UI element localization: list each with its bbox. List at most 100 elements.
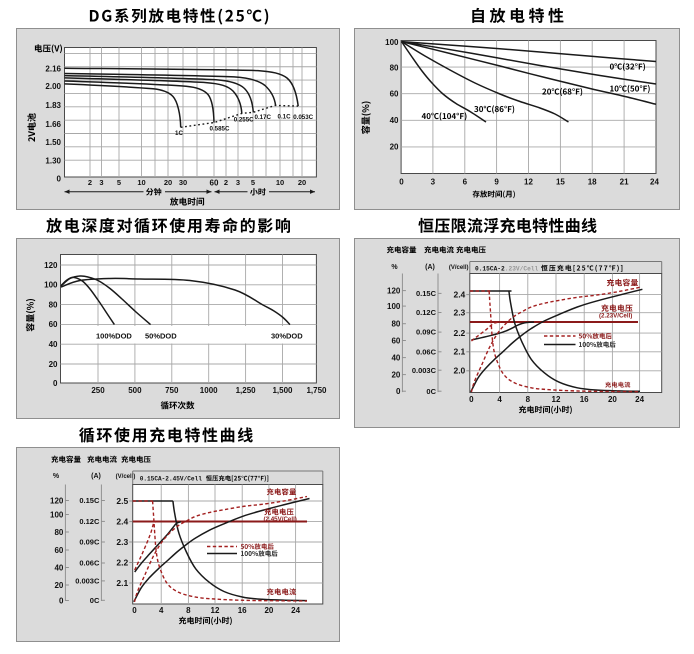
svg-text:0.17C: 0.17C	[255, 114, 272, 121]
svg-text:0.15C: 0.15C	[79, 496, 100, 505]
svg-text:9: 9	[494, 178, 499, 187]
svg-text:10: 10	[276, 178, 284, 187]
svg-text:20: 20	[49, 360, 58, 369]
svg-text:0.1C: 0.1C	[278, 114, 292, 121]
svg-text:0: 0	[57, 174, 62, 183]
svg-text:2.00: 2.00	[45, 82, 61, 91]
svg-text:2.0: 2.0	[453, 366, 465, 376]
svg-text:2.3: 2.3	[116, 537, 128, 547]
svg-text:0: 0	[132, 606, 137, 615]
svg-text:100: 100	[50, 510, 64, 519]
svg-text:0C: 0C	[426, 387, 436, 396]
svg-text:80: 80	[49, 300, 58, 309]
svg-text:20: 20	[608, 395, 617, 404]
svg-text:120: 120	[387, 286, 401, 295]
svg-text:2.2: 2.2	[116, 557, 128, 567]
svg-text:0: 0	[399, 178, 404, 187]
svg-text:20: 20	[54, 581, 63, 590]
svg-text:8: 8	[526, 395, 531, 404]
svg-text:2.4: 2.4	[453, 290, 465, 300]
svg-text:4: 4	[159, 606, 164, 615]
svg-text:1000: 1000	[200, 386, 218, 395]
svg-text:0.003C: 0.003C	[412, 366, 437, 375]
svg-text:4: 4	[497, 395, 502, 404]
svg-text:100%DOD: 100%DOD	[96, 332, 132, 341]
svg-text:60: 60	[54, 546, 63, 555]
svg-text:5: 5	[117, 178, 121, 187]
svg-text:750: 750	[165, 386, 179, 395]
svg-text:20: 20	[390, 143, 399, 152]
svg-text:0: 0	[59, 596, 64, 605]
svg-text:2.16: 2.16	[45, 64, 61, 73]
svg-text:40: 40	[391, 353, 400, 362]
svg-text:120: 120	[44, 261, 58, 270]
svg-text:0.15C: 0.15C	[416, 289, 437, 298]
svg-text:80: 80	[54, 528, 63, 537]
svg-text:16: 16	[580, 395, 589, 404]
svg-text:60: 60	[390, 90, 399, 99]
svg-text:1.30: 1.30	[45, 156, 61, 165]
svg-text:20: 20	[391, 370, 400, 379]
svg-text:50%DOD: 50%DOD	[145, 332, 177, 341]
svg-text:2.5: 2.5	[116, 496, 128, 506]
svg-text:0.06C: 0.06C	[416, 347, 437, 356]
svg-text:0.003C: 0.003C	[75, 577, 100, 586]
svg-text:%: %	[53, 473, 60, 480]
svg-text:16: 16	[238, 606, 247, 615]
svg-text:1,750: 1,750	[306, 386, 327, 395]
svg-text:.23V/Cell: .23V/Cell	[505, 266, 539, 273]
svg-text:0.053C: 0.053C	[293, 114, 313, 121]
svg-text:1,250: 1,250	[236, 386, 257, 395]
svg-text:12: 12	[552, 395, 561, 404]
svg-text:80: 80	[391, 320, 400, 329]
svg-text:12: 12	[524, 178, 533, 187]
svg-text:%: %	[391, 264, 398, 271]
svg-text:10: 10	[137, 178, 145, 187]
svg-text:30: 30	[179, 178, 187, 187]
svg-text:0.12C: 0.12C	[79, 517, 100, 526]
svg-text:(V/cell): (V/cell)	[116, 474, 136, 480]
svg-text:12: 12	[211, 606, 220, 615]
svg-text:1.66: 1.66	[45, 120, 61, 129]
svg-text:3: 3	[431, 178, 436, 187]
svg-text:(A): (A)	[91, 473, 101, 480]
svg-text:100: 100	[385, 38, 399, 47]
svg-text:0: 0	[396, 387, 401, 396]
svg-text:0.09C: 0.09C	[79, 538, 100, 547]
svg-text:20: 20	[298, 178, 306, 187]
svg-text:1C: 1C	[175, 130, 183, 137]
svg-text:8: 8	[186, 606, 191, 615]
svg-text:0: 0	[53, 379, 58, 388]
svg-text:15: 15	[556, 178, 565, 187]
svg-text:24: 24	[291, 606, 300, 615]
svg-text:60: 60	[49, 320, 58, 329]
svg-text:120: 120	[50, 496, 64, 505]
svg-text:(2.23V/Cell): (2.23V/Cell)	[599, 313, 632, 320]
svg-text:40: 40	[390, 116, 399, 125]
svg-text:60: 60	[210, 178, 219, 187]
svg-text:0.15CA-2: 0.15CA-2	[475, 266, 505, 273]
svg-text:0.12C: 0.12C	[416, 308, 437, 317]
svg-text:24: 24	[635, 395, 644, 404]
svg-text:0.255C: 0.255C	[234, 116, 254, 123]
svg-text:3: 3	[99, 178, 103, 187]
svg-text:2: 2	[88, 178, 92, 187]
svg-text:24: 24	[650, 178, 659, 187]
svg-text:100: 100	[44, 281, 58, 290]
svg-text:2.4: 2.4	[116, 517, 128, 527]
svg-text:18: 18	[588, 178, 597, 187]
svg-text:80: 80	[390, 63, 399, 72]
svg-text:1.50: 1.50	[45, 138, 61, 147]
svg-text:0: 0	[469, 395, 474, 404]
svg-text:60: 60	[391, 336, 400, 345]
svg-text:40: 40	[49, 340, 58, 349]
svg-text:0.585C: 0.585C	[210, 126, 230, 133]
svg-text:21: 21	[620, 178, 629, 187]
svg-text:250: 250	[91, 386, 105, 395]
svg-text:5: 5	[251, 178, 255, 187]
svg-text:0.15CA-2.45V/Cell: 0.15CA-2.45V/Cell	[140, 476, 203, 483]
svg-text:30%DOD: 30%DOD	[271, 332, 303, 341]
svg-text:40: 40	[54, 563, 63, 572]
svg-text:20: 20	[264, 606, 273, 615]
svg-text:1.83: 1.83	[45, 101, 61, 110]
